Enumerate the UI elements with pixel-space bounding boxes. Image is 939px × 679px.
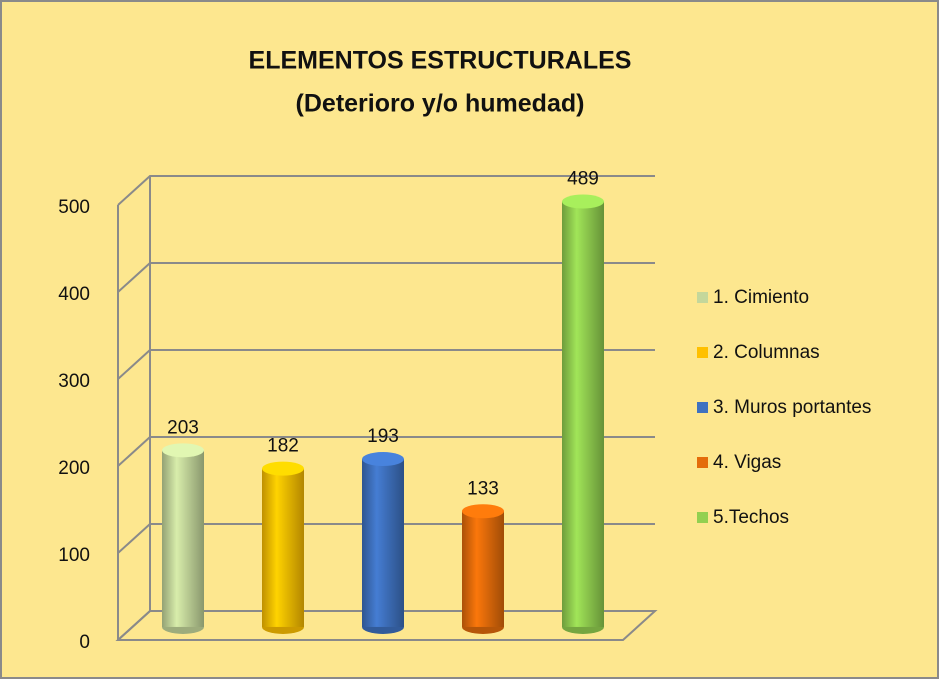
y-tick-label: 0 [79,632,90,653]
bar-top [262,461,304,476]
bar [162,450,204,627]
bar [262,468,304,627]
legend-swatch [697,347,708,358]
bar [562,201,604,627]
legend-label: 4. Vigas [713,452,781,473]
data-label: 193 [367,426,399,447]
bar-top [162,443,204,458]
y-tick-label: 100 [58,545,90,566]
legend-swatch [697,402,708,413]
chart-title: ELEMENTOS ESTRUCTURALES [249,47,632,75]
legend-label: 2. Columnas [713,342,820,363]
data-label: 182 [267,436,299,457]
data-label: 203 [167,417,199,438]
y-tick-label: 500 [58,197,90,218]
legend-label: 3. Muros portantes [713,397,871,418]
chart-subtitle: (Deterioro y/o humedad) [296,90,585,118]
grid-line [117,349,655,380]
data-label: 489 [567,169,599,190]
legend-label: 1. Cimiento [713,287,809,308]
y-tick-label: 300 [58,371,90,392]
y-tick-label: 200 [58,458,90,479]
legend-swatch [697,457,708,468]
grid-line [117,262,655,293]
bar [462,511,504,627]
bar-top [562,194,604,209]
data-label: 133 [467,478,499,499]
y-tick-label: 400 [58,284,90,305]
grid-line [117,175,655,206]
legend-swatch [697,512,708,523]
bar-top [462,504,504,519]
legend-swatch [697,292,708,303]
legend-label: 5.Techos [713,507,789,528]
grid-line [117,436,655,467]
bar [362,459,404,627]
bar-top [362,452,404,467]
